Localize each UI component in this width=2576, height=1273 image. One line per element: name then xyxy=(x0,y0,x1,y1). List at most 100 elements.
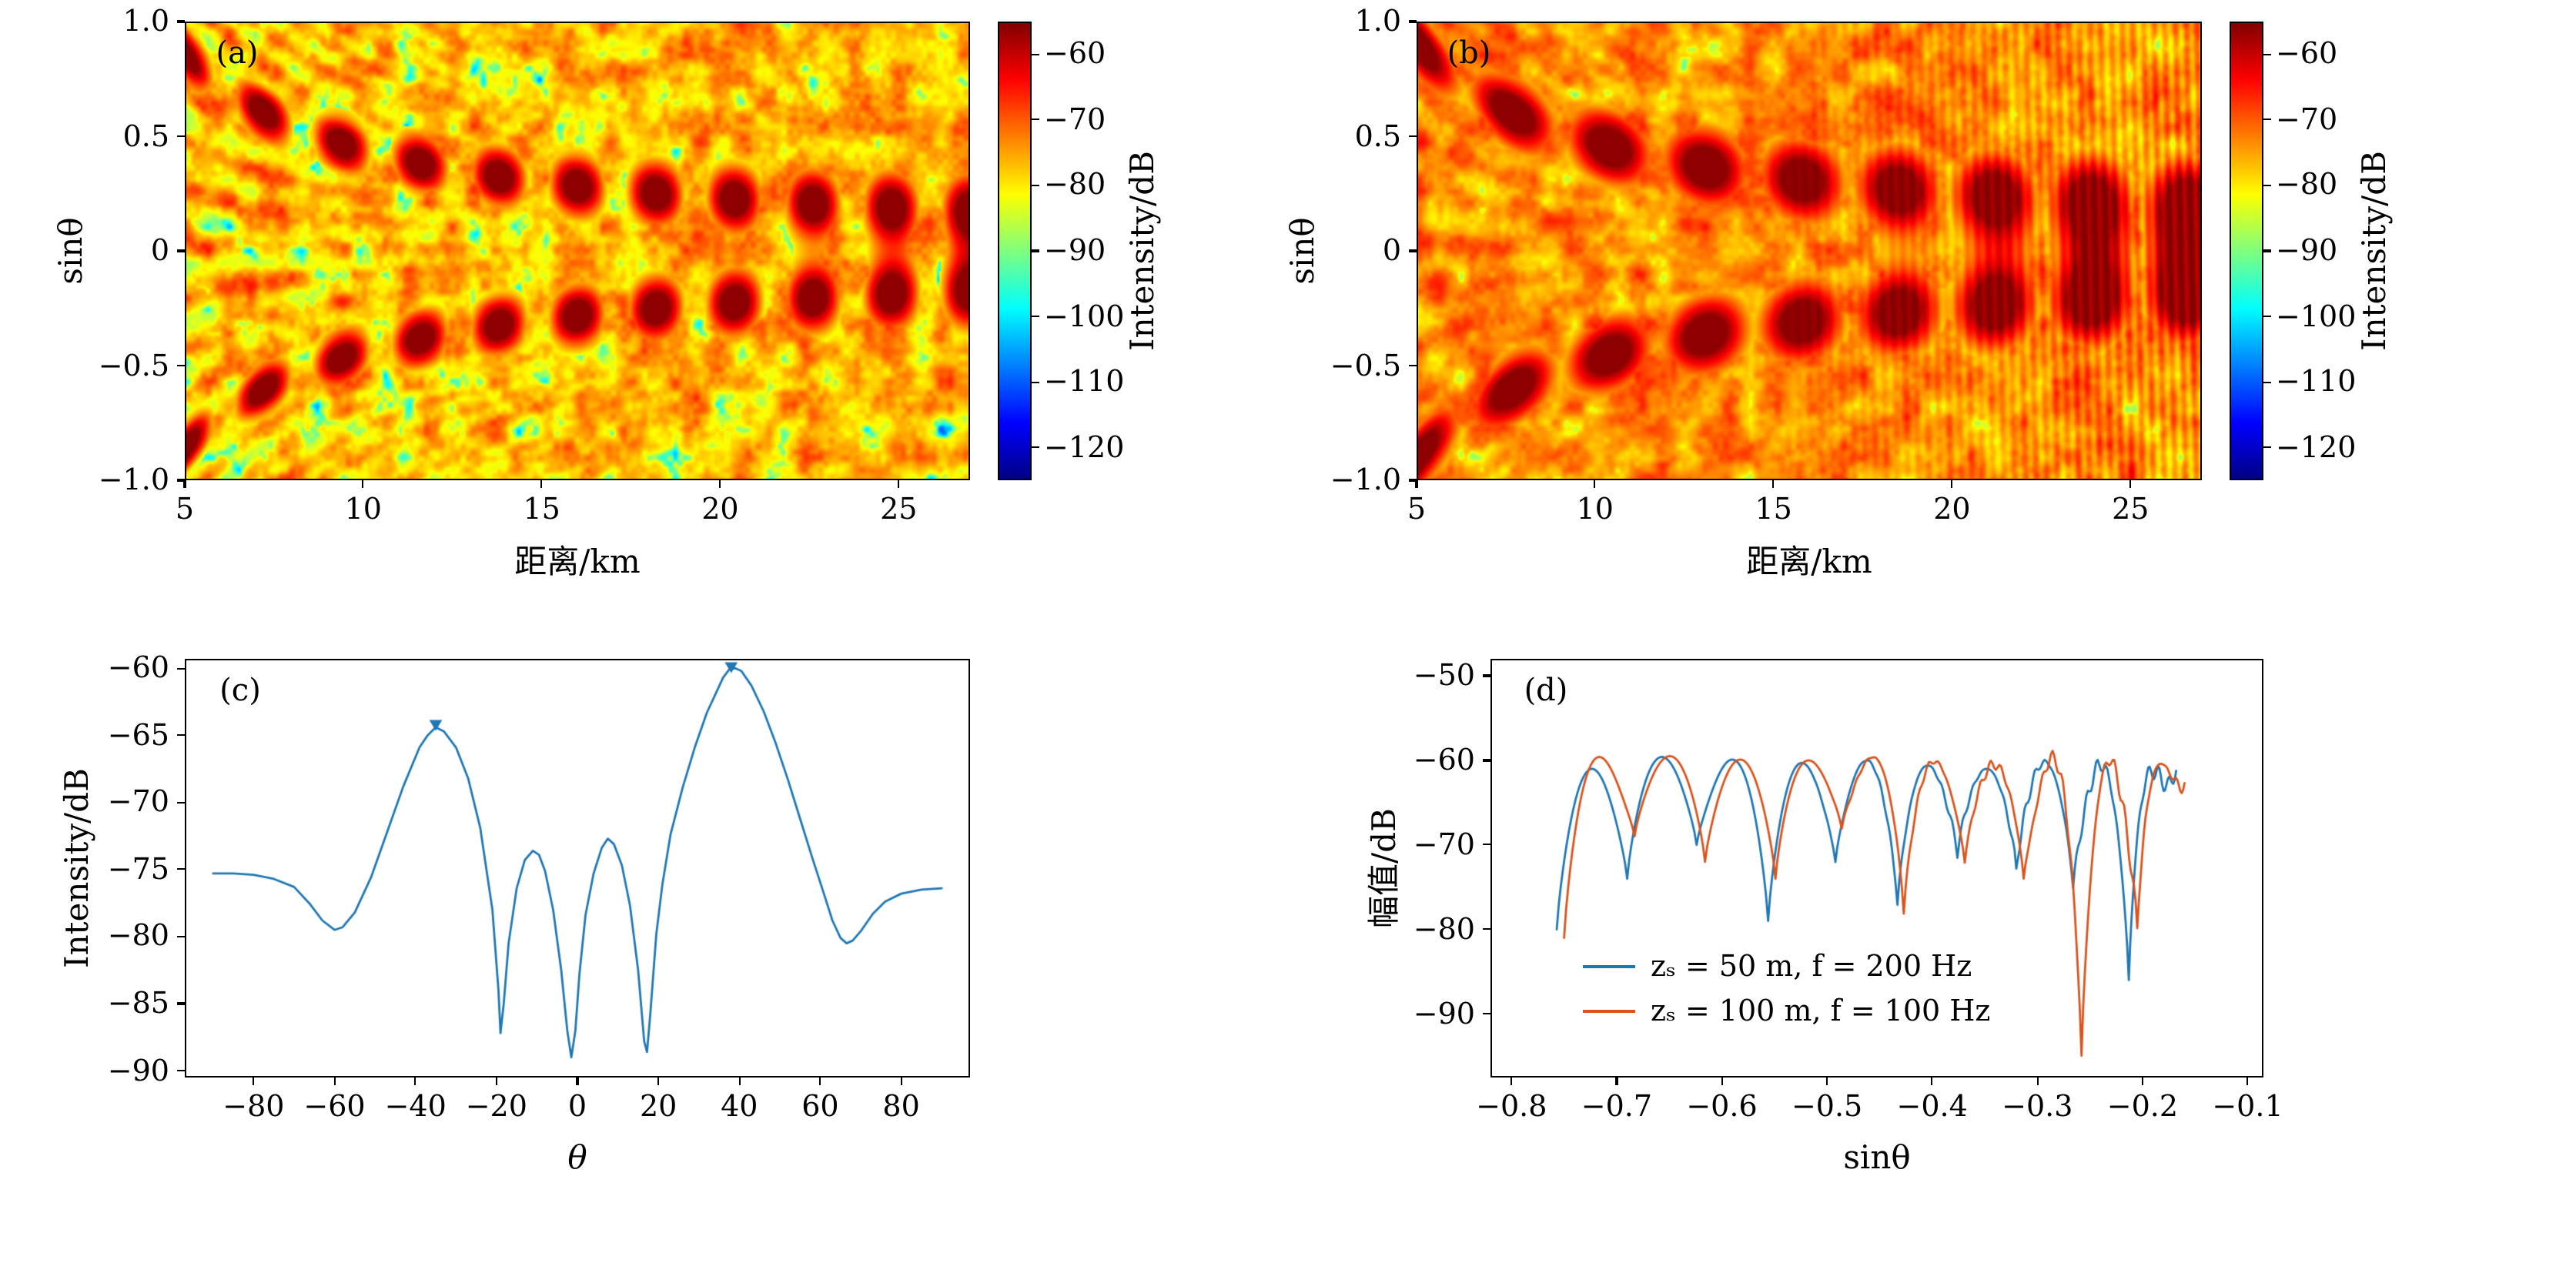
heatmap-b-canvas xyxy=(1417,22,2202,480)
x-tick xyxy=(1510,1078,1513,1085)
y-tick-label: −70 xyxy=(107,785,169,820)
colorbar-tick-label: −110 xyxy=(1044,365,1125,399)
colorbar-tick-label: −100 xyxy=(1044,299,1125,334)
x-tick xyxy=(2036,1078,2039,1085)
y-tick-label: −0.5 xyxy=(98,349,169,383)
line-plot-d-canvas xyxy=(1490,659,2263,1078)
x-axis-label-a: 距离/km xyxy=(514,543,641,580)
x-axis-label-d: sinθ xyxy=(1843,1139,1911,1176)
x-tick xyxy=(2141,1078,2144,1085)
y-tick xyxy=(1483,928,1490,931)
colorbar-tick xyxy=(1032,446,1039,449)
y-tick-label: −50 xyxy=(1413,658,1475,693)
x-tick xyxy=(1825,1078,1828,1085)
y-tick xyxy=(177,479,185,482)
x-tick xyxy=(1415,480,1418,488)
x-tick xyxy=(1772,480,1775,488)
colorbar-tick xyxy=(2263,315,2271,318)
colorbar-tick xyxy=(2263,249,2271,252)
y-tick xyxy=(1409,249,1417,252)
colorbar-tick xyxy=(2263,119,2271,121)
y-tick xyxy=(177,868,185,870)
y-tick-label: 0 xyxy=(150,234,169,268)
x-tick-label: −0.6 xyxy=(1686,1090,1758,1124)
x-tick-label: −0.2 xyxy=(2106,1090,2179,1124)
colorbar-tick-label: −100 xyxy=(2276,299,2357,334)
colorbar-b-canvas xyxy=(2230,22,2263,480)
heatmap-a-canvas xyxy=(185,22,970,480)
y-tick xyxy=(1409,479,1417,482)
x-tick xyxy=(1951,480,1953,488)
x-tick xyxy=(738,1078,741,1085)
x-tick xyxy=(495,1078,497,1085)
legend: zₛ = 50 m, f = 200 Hz zₛ = 100 m, f = 10… xyxy=(1583,950,1990,1028)
y-tick xyxy=(177,734,185,737)
x-tick-label: 20 xyxy=(639,1090,677,1124)
legend-line-sample-orange xyxy=(1583,1009,1635,1014)
y-tick xyxy=(1409,364,1417,367)
y-tick-label: 0 xyxy=(1382,234,1401,268)
y-tick-label: −65 xyxy=(107,718,169,753)
x-tick-label: 60 xyxy=(801,1090,839,1124)
colorbar-tick-label: −90 xyxy=(1044,234,1106,268)
panel-letter-c: (c) xyxy=(219,671,261,708)
colorbar-a-canvas xyxy=(998,22,1032,480)
y-tick xyxy=(177,364,185,367)
y-tick xyxy=(177,1070,185,1072)
x-tick-label: 0 xyxy=(567,1090,587,1124)
x-tick xyxy=(900,1078,902,1085)
y-tick-label: 1.0 xyxy=(122,5,169,38)
x-tick xyxy=(819,1078,821,1085)
y-tick-label: 0.5 xyxy=(1354,119,1401,153)
colorbar-tick-label: −60 xyxy=(1044,37,1106,72)
x-tick-label: 20 xyxy=(701,493,739,526)
x-tick-label: −0.8 xyxy=(1476,1090,1547,1124)
x-tick-label: −0.1 xyxy=(2212,1090,2283,1124)
x-tick-label: −0.4 xyxy=(1896,1090,1968,1124)
x-tick-label: −60 xyxy=(303,1090,366,1124)
colorbar-tick xyxy=(2263,446,2271,449)
x-tick-label: −20 xyxy=(465,1090,527,1124)
x-tick-label: 20 xyxy=(1933,493,1971,526)
line-plot-c-canvas xyxy=(185,659,970,1078)
x-tick xyxy=(576,1078,579,1085)
legend-entry: zₛ = 100 m, f = 100 Hz xyxy=(1583,994,1990,1028)
colorbar-tick-label: −70 xyxy=(1044,102,1106,137)
x-axis-label-c: θ xyxy=(567,1139,587,1176)
y-tick-label: 1.0 xyxy=(1354,5,1401,38)
colorbar-tick xyxy=(1032,119,1039,121)
colorbar-tick-label: −80 xyxy=(1044,168,1106,202)
x-tick xyxy=(898,480,900,488)
x-tick xyxy=(253,1078,255,1085)
colorbar-tick xyxy=(1032,53,1039,55)
x-tick-label: 15 xyxy=(523,493,560,526)
y-tick xyxy=(177,249,185,252)
y-tick-label: −80 xyxy=(107,919,169,954)
y-tick-label: −1.0 xyxy=(1330,463,1401,497)
legend-label: zₛ = 50 m, f = 200 Hz xyxy=(1651,950,1972,984)
y-tick xyxy=(1409,20,1417,23)
y-tick-label: 0.5 xyxy=(122,119,169,153)
colorbar-tick-label: −60 xyxy=(2276,37,2338,72)
colorbar-tick xyxy=(1032,184,1039,187)
y-tick-label: −60 xyxy=(107,651,169,686)
x-tick-label: −0.7 xyxy=(1581,1090,1653,1124)
y-tick-label: −75 xyxy=(107,852,169,887)
x-tick-label: −40 xyxy=(384,1090,447,1124)
x-tick-label: 25 xyxy=(2112,493,2149,526)
colorbar-tick xyxy=(1032,315,1039,318)
x-axis-label-b: 距离/km xyxy=(1746,543,1872,580)
x-tick-label: 40 xyxy=(721,1090,758,1124)
colorbar-tick-label: −110 xyxy=(2276,365,2357,399)
y-axis-label-d: 幅值/dB xyxy=(1366,808,1403,928)
colorbar-tick-label: −120 xyxy=(1044,430,1125,465)
y-tick-label: −90 xyxy=(1413,997,1475,1031)
panel-letter-b: (b) xyxy=(1447,34,1491,71)
y-tick xyxy=(177,1002,185,1005)
y-tick xyxy=(1483,674,1490,677)
x-tick-label: 5 xyxy=(1407,493,1427,526)
y-tick-label: −60 xyxy=(1413,743,1475,777)
x-tick xyxy=(362,480,364,488)
y-tick-label: −1.0 xyxy=(98,463,169,497)
